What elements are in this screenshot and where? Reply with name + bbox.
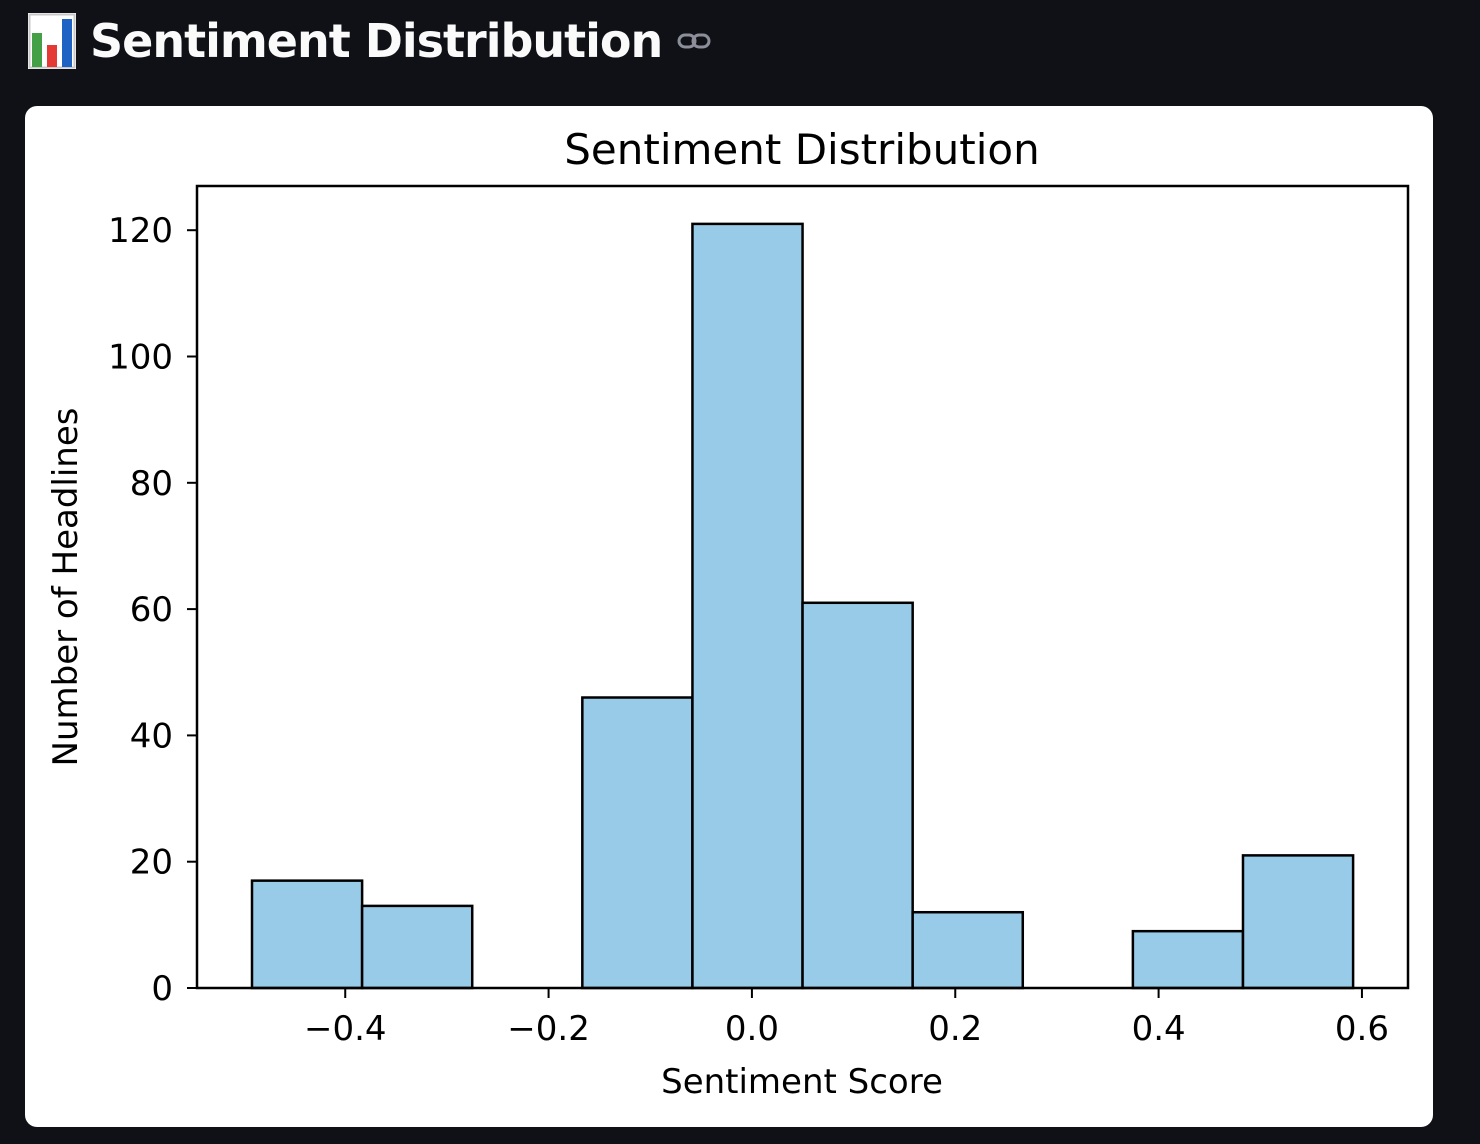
histogram-bar [801, 601, 914, 990]
x-tick-label: 0.6 [1335, 1009, 1389, 1049]
y-tick-label: 0 [151, 969, 173, 1009]
y-tick-label: 80 [130, 464, 173, 504]
histogram-chart: Sentiment Distribution −0.4 −0.2 0.0 0.2 0.4… [46, 125, 1410, 1102]
y-tick-label: 20 [130, 843, 173, 883]
histogram-bar [911, 910, 1025, 990]
histogram-bar [1131, 929, 1245, 990]
chart-card: Sentiment Distribution −0.4 −0.2 0.0 0.2 0.4… [25, 106, 1433, 1127]
histogram-bar [1241, 854, 1355, 990]
link-icon[interactable] [676, 29, 712, 53]
x-axis-label: Sentiment Score [661, 1062, 943, 1102]
y-tick-label: 60 [130, 590, 173, 630]
x-tick-label: 0.0 [725, 1009, 779, 1049]
y-axis-label: Number of Headlines [46, 408, 86, 767]
x-tick-label: −0.2 [507, 1009, 590, 1049]
histogram-bar [691, 222, 804, 990]
y-tick-label: 120 [108, 211, 173, 251]
x-tick-label: 0.2 [928, 1009, 982, 1049]
histogram-bar [581, 696, 694, 990]
page-header: Sentiment Distribution [28, 6, 712, 76]
histogram-bar [250, 879, 364, 990]
x-tick-label: 0.4 [1132, 1009, 1186, 1049]
x-tick-label: −0.4 [304, 1009, 387, 1049]
y-tick-label: 100 [108, 338, 173, 378]
plot-frame [195, 184, 1410, 990]
y-tick-label: 40 [130, 716, 173, 756]
page-title: Sentiment Distribution [90, 14, 663, 68]
chart-title: Sentiment Distribution [564, 125, 1039, 174]
bar-chart-icon [28, 13, 76, 69]
histogram-bar [360, 904, 474, 990]
